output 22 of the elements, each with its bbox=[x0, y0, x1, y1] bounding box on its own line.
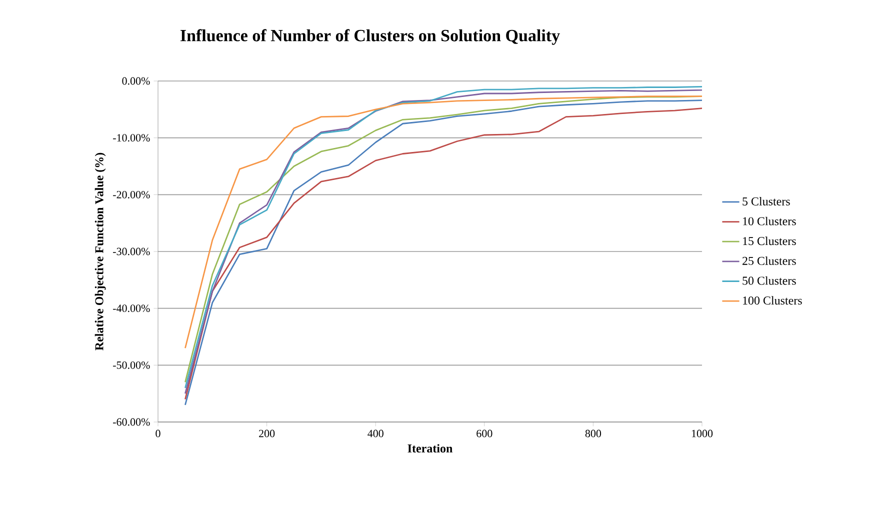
x-tick-label: 600 bbox=[476, 430, 492, 438]
legend-label: 15 Clusters bbox=[743, 236, 796, 246]
y-tick-label: 0.00% bbox=[122, 77, 150, 85]
y-tick-label: -40.00% bbox=[113, 304, 150, 312]
legend-label: 10 Clusters bbox=[743, 216, 796, 226]
y-tick-label: -20.00% bbox=[113, 190, 150, 198]
y-tick-label: -60.00% bbox=[113, 418, 150, 426]
x-tick-label: 1000 bbox=[692, 430, 713, 438]
y-axis-title: Relative Objective Function Value (%) bbox=[94, 152, 106, 350]
x-tick-label: 400 bbox=[368, 430, 384, 438]
legend-label: 25 Clusters bbox=[742, 256, 796, 265]
x-tick-label: 0 bbox=[156, 430, 160, 438]
y-tick-label: -50.00% bbox=[113, 361, 150, 369]
x-axis-title: Iteration bbox=[408, 444, 452, 453]
x-tick-label: 800 bbox=[585, 430, 602, 438]
y-tick-label: -10.00% bbox=[113, 134, 150, 142]
legend-label: 100 Clusters bbox=[743, 296, 802, 305]
legend-label: 50 Clusters bbox=[742, 276, 796, 285]
x-tick-label: 200 bbox=[259, 430, 275, 438]
legend-label: 5 Clusters bbox=[742, 197, 790, 206]
chart-title: Influence of Number of Clusters on Solution Quality bbox=[180, 29, 560, 45]
y-tick-label: -30.00% bbox=[113, 248, 150, 256]
